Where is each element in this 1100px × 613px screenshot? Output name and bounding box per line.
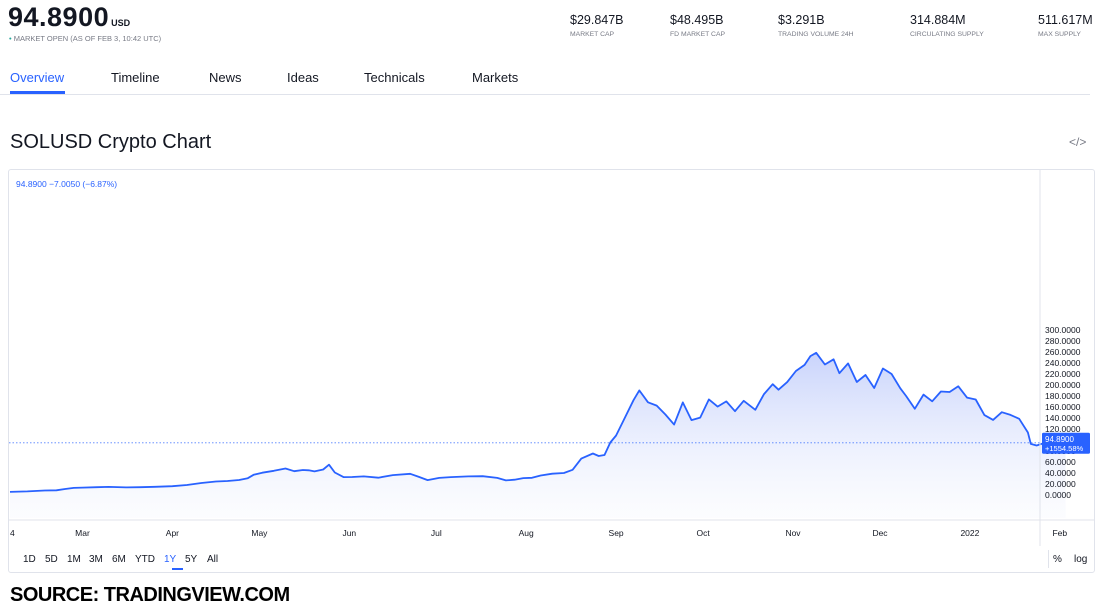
stat-value: $48.495B <box>670 13 724 27</box>
price-header: 94.8900 USD <box>8 2 130 33</box>
x-tick-label: May <box>251 528 268 538</box>
stat-label: CIRCULATING SUPPLY <box>910 31 984 38</box>
x-tick-label: Oct <box>696 528 710 538</box>
tab-timeline[interactable]: Timeline <box>111 70 160 85</box>
stat-label: TRADING VOLUME 24H <box>778 31 854 38</box>
last-price-badge-change: +1554.58% <box>1045 444 1083 453</box>
as-of-timestamp: (AS OF FEB 3, 10:42 UTC) <box>70 34 162 43</box>
stat-label: MARKET CAP <box>570 31 615 38</box>
x-tick-label: Jul <box>431 528 442 538</box>
x-tick-label: Mar <box>75 528 90 538</box>
y-tick-label: 240.0000 <box>1045 358 1081 368</box>
last-price: 94.8900 <box>8 2 110 32</box>
x-tick-label: 2022 <box>960 528 979 538</box>
chart-section-title: SOLUSD Crypto Chart <box>10 131 212 153</box>
range-3m[interactable]: 3M <box>89 554 103 565</box>
status-dot-icon: • <box>9 34 12 43</box>
last-price-badge <box>1042 432 1090 454</box>
y-tick-label: 60.0000 <box>1045 457 1076 467</box>
price-currency: USD <box>111 18 131 28</box>
tab-markets[interactable]: Markets <box>472 70 519 85</box>
stat-trading-volume: $3.291B TRADING VOLUME 24H <box>778 13 854 38</box>
y-tick-label: 300.0000 <box>1045 325 1081 335</box>
y-tick-label: 200.0000 <box>1045 380 1081 390</box>
stat-market-cap: $29.847B MARKET CAP <box>570 13 624 38</box>
chart-plot[interactable]: 0.000020.000040.000060.000080.0000100.00… <box>9 170 1095 546</box>
y-tick-label: 20.0000 <box>1045 479 1076 489</box>
price-area-fill <box>10 352 1066 518</box>
y-tick-label: 120.0000 <box>1045 424 1081 434</box>
market-status: • MARKET OPEN (AS OF FEB 3, 10:42 UTC) <box>9 34 161 43</box>
price-series-line <box>9 351 1067 493</box>
source-credit: SOURCE: TRADINGVIEW.COM <box>10 584 290 606</box>
y-tick-label: 180.0000 <box>1045 391 1081 401</box>
range-5d[interactable]: 5D <box>45 554 58 565</box>
y-tick-label: 140.0000 <box>1045 413 1081 423</box>
y-tick-label: 280.0000 <box>1045 336 1081 346</box>
y-tick-label: 260.0000 <box>1045 347 1081 357</box>
tab-overview[interactable]: Overview <box>10 70 65 85</box>
x-tick-label: Aug <box>519 528 534 538</box>
range-5y[interactable]: 5Y <box>185 554 198 565</box>
stat-value: 314.884M <box>910 13 966 27</box>
stat-value: 511.617M <box>1038 13 1093 27</box>
percent-scale-toggle[interactable]: % <box>1053 554 1062 565</box>
active-range-indicator <box>172 568 183 570</box>
tab-news[interactable]: News <box>209 70 242 85</box>
range-1d[interactable]: 1D <box>23 554 36 565</box>
symbol-tabs: Overview Timeline News Ideas Technicals … <box>0 66 1090 95</box>
x-tick-label: Jun <box>342 528 356 538</box>
y-tick-label: 40.0000 <box>1045 468 1076 478</box>
range-ytd[interactable]: YTD <box>135 554 155 565</box>
range-1m[interactable]: 1M <box>67 554 81 565</box>
x-tick-label: Dec <box>872 528 888 538</box>
market-status-text: MARKET OPEN <box>13 34 69 43</box>
x-tick-label: Sep <box>609 528 624 538</box>
tab-technicals[interactable]: Technicals <box>364 70 425 85</box>
range-6m[interactable]: 6M <box>112 554 126 565</box>
x-tick-label: Feb <box>1052 528 1067 538</box>
stat-fd-market-cap: $48.495B FD MARKET CAP <box>670 13 725 38</box>
stat-label: FD MARKET CAP <box>670 31 726 38</box>
x-tick-label: 4 <box>10 528 15 538</box>
key-stats: $29.847B MARKET CAP $48.495B FD MARKET C… <box>0 13 1100 43</box>
x-tick-label: Nov <box>785 528 801 538</box>
stat-circulating-supply: 314.884M CIRCULATING SUPPLY <box>910 13 984 38</box>
stat-value: $3.291B <box>778 13 825 27</box>
stat-label: MAX SUPPLY <box>1038 31 1081 38</box>
range-toolbar: 1D 5D 1M 3M 6M YTD 1Y 5Y All % log <box>9 546 1094 572</box>
range-1y[interactable]: 1Y <box>164 554 177 565</box>
active-tab-indicator <box>10 91 65 94</box>
y-tick-label: 0.0000 <box>1045 490 1071 500</box>
stat-value: $29.847B <box>570 13 624 27</box>
y-tick-label: 220.0000 <box>1045 369 1081 379</box>
last-price-badge-value: 94.8900 <box>1045 435 1074 444</box>
log-scale-toggle[interactable]: log <box>1074 554 1088 565</box>
price-chart[interactable]: 0.000020.000040.000060.000080.0000100.00… <box>8 169 1095 573</box>
stat-max-supply: 511.617M MAX SUPPLY <box>1038 13 1093 38</box>
toolbar-divider <box>1048 550 1049 568</box>
x-tick-label: Apr <box>166 528 179 538</box>
range-all[interactable]: All <box>207 554 219 565</box>
y-tick-label: 160.0000 <box>1045 402 1081 412</box>
chart-legend: 94.8900 −7.0050 (−6.87%) <box>16 179 117 189</box>
code-embed-icon[interactable]: </> <box>1069 135 1087 149</box>
tab-ideas[interactable]: Ideas <box>287 70 319 85</box>
